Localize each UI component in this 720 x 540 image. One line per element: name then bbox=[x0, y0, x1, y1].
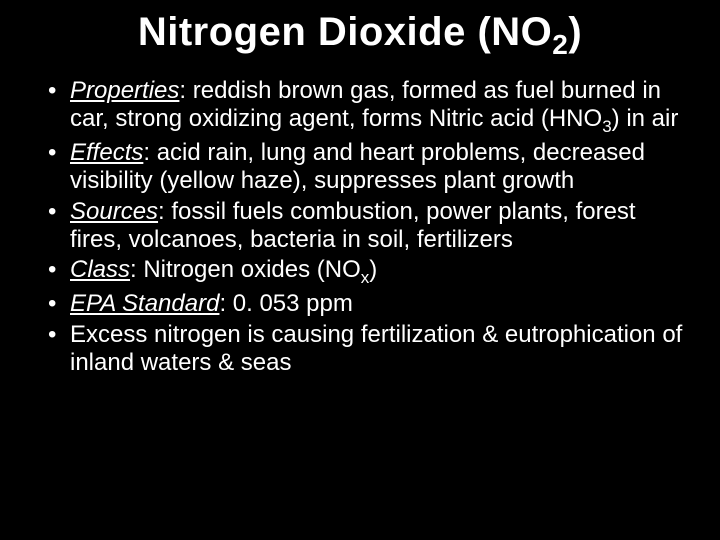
bullet-subscript: x bbox=[361, 268, 370, 287]
title-subscript: 2 bbox=[552, 29, 568, 60]
title-pre: Nitrogen Dioxide (NO bbox=[138, 10, 552, 54]
bullet-label: Sources bbox=[70, 198, 158, 225]
bullet-label: Properties bbox=[70, 77, 179, 104]
bullet-list: Properties: reddish brown gas, formed as… bbox=[30, 77, 690, 377]
bullet-class: Class: Nitrogen oxides (NOx) bbox=[48, 256, 690, 288]
bullet-epa-standard: EPA Standard: 0. 053 ppm bbox=[48, 290, 690, 318]
bullet-label: Class bbox=[70, 256, 130, 283]
bullet-label: Effects bbox=[70, 139, 143, 166]
bullet-excess-nitrogen: Excess nitrogen is causing fertilization… bbox=[48, 321, 690, 378]
bullet-text: : 0. 053 ppm bbox=[219, 290, 352, 317]
bullet-label: EPA Standard bbox=[70, 290, 219, 317]
bullet-properties: Properties: reddish brown gas, formed as… bbox=[48, 77, 690, 137]
bullet-text: : acid rain, lung and heart problems, de… bbox=[70, 139, 645, 194]
slide: Nitrogen Dioxide (NO2) Properties: reddi… bbox=[0, 0, 720, 540]
bullet-text: Excess nitrogen is causing fertilization… bbox=[70, 321, 682, 376]
bullet-tail: ) in air bbox=[612, 105, 679, 132]
bullet-tail: ) bbox=[369, 256, 377, 283]
bullet-sources: Sources: fossil fuels combustion, power … bbox=[48, 198, 690, 255]
bullet-text: : Nitrogen oxides (NO bbox=[130, 256, 361, 283]
bullet-effects: Effects: acid rain, lung and heart probl… bbox=[48, 139, 690, 196]
slide-title: Nitrogen Dioxide (NO2) bbox=[30, 10, 690, 61]
title-post: ) bbox=[568, 10, 582, 54]
bullet-subscript: 3 bbox=[602, 117, 611, 136]
